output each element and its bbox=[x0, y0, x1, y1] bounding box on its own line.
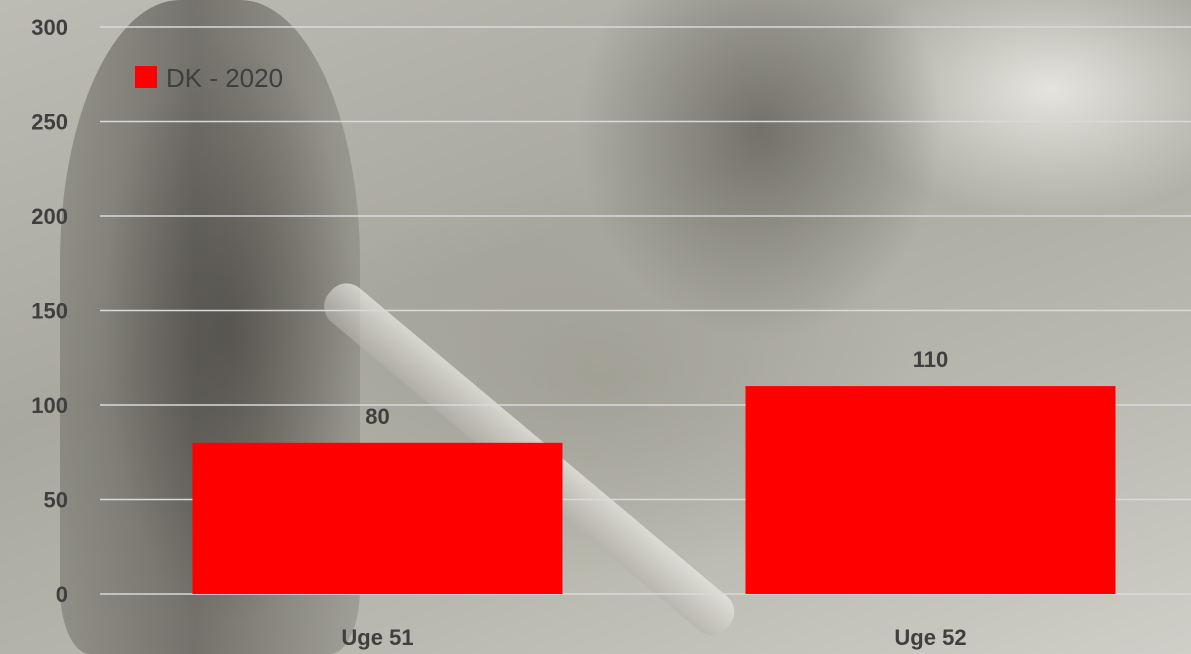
bar bbox=[745, 386, 1116, 594]
y-tick-label: 0 bbox=[56, 582, 68, 607]
x-tick-label: Uge 51 bbox=[341, 625, 413, 650]
y-axis-ticks: 0 50 100 150 200 250 300 bbox=[31, 15, 68, 607]
legend: DK - 2020 bbox=[135, 63, 283, 93]
legend-swatch bbox=[135, 66, 157, 88]
y-tick-label: 200 bbox=[31, 204, 68, 229]
data-label: 80 bbox=[365, 404, 389, 429]
legend-label: DK - 2020 bbox=[166, 63, 283, 93]
y-tick-label: 150 bbox=[31, 299, 68, 324]
bars: 80 110 bbox=[192, 347, 1116, 594]
bar bbox=[192, 442, 563, 594]
y-tick-label: 100 bbox=[31, 393, 68, 418]
y-tick-label: 300 bbox=[31, 15, 68, 40]
x-axis-ticks: Uge 51 Uge 52 bbox=[341, 625, 966, 650]
y-tick-label: 250 bbox=[31, 110, 68, 135]
data-label: 110 bbox=[913, 347, 949, 372]
x-tick-label: Uge 52 bbox=[894, 625, 966, 650]
y-tick-label: 50 bbox=[44, 488, 68, 513]
